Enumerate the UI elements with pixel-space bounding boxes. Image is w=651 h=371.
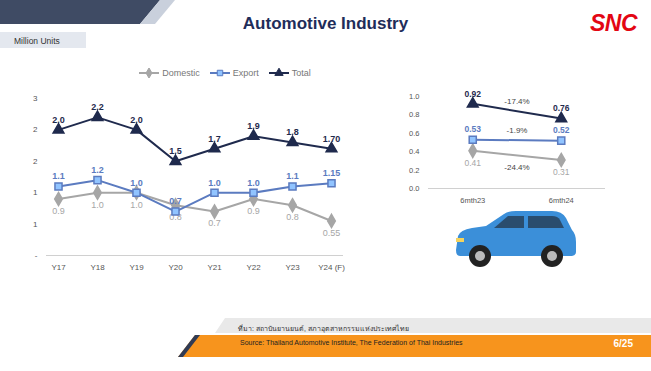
svg-text:Y18: Y18 [90, 263, 105, 272]
html-text:Source: Thailand Automotive In: Source: Thailand Automotive Institute, T… [240, 339, 463, 346]
html-text:SNC: SNC [589, 10, 637, 36]
svg-text:0.8: 0.8 [409, 110, 419, 119]
svg-text:-17.4%: -17.4% [504, 97, 529, 106]
svg-text:0.7: 0.7 [169, 196, 182, 206]
svg-text:Y24 (F): Y24 (F) [318, 263, 345, 272]
svg-text:Y19: Y19 [129, 263, 144, 272]
svg-text:0.0: 0.0 [409, 184, 419, 193]
svg-text:1.5: 1.5 [169, 146, 182, 156]
svg-text:0.31: 0.31 [553, 167, 570, 177]
svg-text:1.0: 1.0 [208, 178, 221, 188]
svg-text:0.9: 0.9 [247, 206, 260, 216]
svg-text:2.0: 2.0 [130, 115, 143, 125]
svg-text:Y23: Y23 [285, 263, 300, 272]
svg-text:Y17: Y17 [51, 263, 66, 272]
html-text:Domestic: Domestic [162, 68, 200, 78]
svg-text:1: 1 [33, 188, 38, 197]
svg-text:0.76: 0.76 [553, 103, 570, 113]
html-text:6/25: 6/25 [613, 338, 633, 349]
svg-text:Y22: Y22 [246, 263, 261, 272]
svg-text:6mth24: 6mth24 [549, 196, 574, 205]
svg-text:2: 2 [33, 157, 38, 166]
svg-text:2.2: 2.2 [91, 102, 104, 112]
svg-text:1.1: 1.1 [286, 171, 299, 181]
html-text:Total: Total [291, 68, 311, 78]
svg-text:0.9: 0.9 [52, 206, 65, 216]
svg-text:-1.9%: -1.9% [507, 126, 528, 135]
html-text:Million Units: Million Units [14, 36, 60, 46]
svg-text:6mth23: 6mth23 [460, 196, 485, 205]
svg-text:1.0: 1.0 [130, 178, 143, 188]
svg-text:2.0: 2.0 [52, 115, 65, 125]
svg-text:0.52: 0.52 [553, 125, 570, 135]
svg-text:-24.4%: -24.4% [504, 163, 529, 172]
svg-text:0.8: 0.8 [286, 212, 299, 222]
svg-text:2: 2 [33, 125, 38, 134]
svg-text:0.6: 0.6 [409, 129, 419, 138]
svg-text:1.70: 1.70 [323, 134, 341, 144]
svg-text:1.2: 1.2 [91, 165, 104, 175]
svg-text:1.0: 1.0 [247, 178, 260, 188]
svg-text:Y21: Y21 [207, 263, 222, 272]
svg-text:1: 1 [33, 220, 38, 229]
svg-text:0.92: 0.92 [464, 89, 481, 99]
svg-text:1.8: 1.8 [286, 127, 299, 137]
svg-text:0.53: 0.53 [464, 124, 481, 134]
svg-text:0.4: 0.4 [409, 147, 419, 156]
svg-text:3: 3 [33, 94, 38, 103]
svg-text:0.7: 0.7 [208, 218, 221, 228]
html-text:ที่มา: สถาบันยานยนต์, สภาอุตสา: ที่มา: สถาบันยานยนต์, สภาอุตสาหกรรมแห่งป… [238, 325, 409, 332]
svg-text:1.9: 1.9 [247, 121, 260, 131]
svg-text:1.15: 1.15 [323, 168, 341, 178]
html-text:Export: Export [232, 68, 259, 78]
svg-text:1.0: 1.0 [91, 200, 104, 210]
svg-text:1.0: 1.0 [130, 200, 143, 210]
svg-text:Y20: Y20 [168, 263, 183, 272]
svg-text:0.2: 0.2 [409, 166, 419, 175]
svg-text:0.41: 0.41 [464, 158, 481, 168]
svg-text:0.55: 0.55 [323, 228, 341, 238]
svg-text:1.0: 1.0 [409, 92, 419, 101]
svg-text:1.7: 1.7 [208, 134, 221, 144]
svg-text:-: - [35, 251, 38, 260]
html-text:Automotive Industry: Automotive Industry [242, 14, 409, 33]
svg-text:0.8: 0.8 [169, 212, 182, 223]
svg-text:1.1: 1.1 [52, 171, 65, 181]
